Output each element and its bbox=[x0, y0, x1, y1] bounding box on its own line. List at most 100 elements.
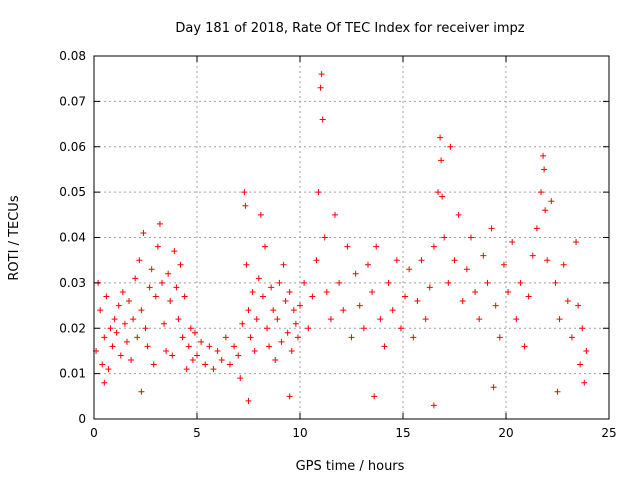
data-point bbox=[305, 325, 312, 332]
data-point bbox=[573, 239, 580, 246]
data-point bbox=[126, 298, 133, 305]
data-point bbox=[161, 320, 168, 327]
data-point bbox=[226, 361, 233, 368]
data-point bbox=[360, 325, 367, 332]
y-tick-label: 0.05 bbox=[59, 185, 86, 199]
data-point bbox=[276, 279, 283, 286]
data-point bbox=[544, 257, 551, 264]
data-point bbox=[435, 189, 442, 196]
data-point bbox=[525, 293, 532, 300]
data-point bbox=[505, 288, 512, 295]
data-point bbox=[321, 234, 328, 241]
data-point bbox=[414, 298, 421, 305]
data-point bbox=[554, 388, 561, 395]
data-point bbox=[191, 329, 198, 336]
data-point bbox=[218, 357, 225, 364]
data-point bbox=[138, 388, 145, 395]
data-point bbox=[344, 243, 351, 250]
data-point bbox=[146, 284, 153, 291]
data-point bbox=[154, 243, 161, 250]
data-point bbox=[245, 307, 252, 314]
data-point bbox=[179, 334, 186, 341]
data-point bbox=[231, 343, 238, 350]
data-point bbox=[583, 347, 590, 354]
data-point bbox=[270, 307, 277, 314]
data-point bbox=[140, 229, 147, 236]
x-tick-label: 15 bbox=[395, 426, 410, 440]
data-point bbox=[181, 293, 188, 300]
data-point bbox=[264, 325, 271, 332]
data-point bbox=[249, 288, 256, 295]
data-point bbox=[509, 239, 516, 246]
data-point bbox=[377, 316, 384, 323]
data-point bbox=[332, 211, 339, 218]
data-point bbox=[222, 334, 229, 341]
data-point bbox=[397, 325, 404, 332]
data-point bbox=[107, 325, 114, 332]
data-point bbox=[245, 397, 252, 404]
chart-title: Day 181 of 2018, Rate Of TEC Index for r… bbox=[175, 21, 524, 36]
data-point bbox=[286, 288, 293, 295]
data-point bbox=[369, 288, 376, 295]
plot-frame bbox=[93, 55, 610, 420]
data-point bbox=[455, 211, 462, 218]
data-point bbox=[183, 366, 190, 373]
data-point bbox=[406, 266, 413, 273]
data-point bbox=[189, 357, 196, 364]
data-point bbox=[418, 257, 425, 264]
data-point bbox=[364, 261, 371, 268]
data-point bbox=[286, 393, 293, 400]
data-point bbox=[529, 252, 536, 259]
data-point bbox=[175, 316, 182, 323]
y-tick-label: 0.07 bbox=[59, 94, 86, 108]
data-point bbox=[113, 329, 120, 336]
data-point bbox=[500, 261, 507, 268]
data-point bbox=[242, 202, 249, 209]
data-point bbox=[430, 243, 437, 250]
data-point bbox=[313, 257, 320, 264]
data-point bbox=[463, 266, 470, 273]
data-point bbox=[123, 338, 130, 345]
data-point bbox=[187, 325, 194, 332]
data-point bbox=[105, 366, 112, 373]
data-point bbox=[198, 338, 205, 345]
data-point bbox=[577, 361, 584, 368]
data-point bbox=[117, 352, 124, 359]
data-point bbox=[115, 302, 122, 309]
data-point bbox=[318, 71, 325, 78]
data-point bbox=[237, 375, 244, 382]
data-point bbox=[371, 393, 378, 400]
data-point bbox=[284, 329, 291, 336]
data-point bbox=[158, 279, 165, 286]
y-tick-label: 0.01 bbox=[59, 367, 86, 381]
data-point bbox=[422, 316, 429, 323]
data-point bbox=[202, 361, 209, 368]
data-point bbox=[130, 316, 137, 323]
data-point bbox=[352, 270, 359, 277]
data-point bbox=[348, 334, 355, 341]
data-point bbox=[490, 384, 497, 391]
data-point bbox=[152, 293, 159, 300]
data-point bbox=[484, 279, 491, 286]
data-point bbox=[309, 293, 316, 300]
data-point bbox=[389, 307, 396, 314]
data-point bbox=[538, 189, 545, 196]
data-point bbox=[467, 234, 474, 241]
x-tick-label: 20 bbox=[498, 426, 513, 440]
y-tick-label: 0.04 bbox=[59, 231, 86, 245]
data-point bbox=[138, 307, 145, 314]
data-point bbox=[132, 275, 139, 282]
data-point bbox=[261, 243, 268, 250]
data-point bbox=[150, 361, 157, 368]
data-point bbox=[568, 334, 575, 341]
data-point bbox=[323, 288, 330, 295]
data-point bbox=[513, 316, 520, 323]
data-point bbox=[488, 225, 495, 232]
data-point bbox=[317, 84, 324, 91]
data-point bbox=[99, 361, 106, 368]
x-tick-label: 25 bbox=[601, 426, 616, 440]
data-point bbox=[579, 325, 586, 332]
data-point bbox=[210, 366, 217, 373]
axis-ticks: 0 5 10 15 20 25 0 0.01 0.02 0.03 0.04 0.05 0.06 0.07 0… bbox=[59, 49, 616, 440]
